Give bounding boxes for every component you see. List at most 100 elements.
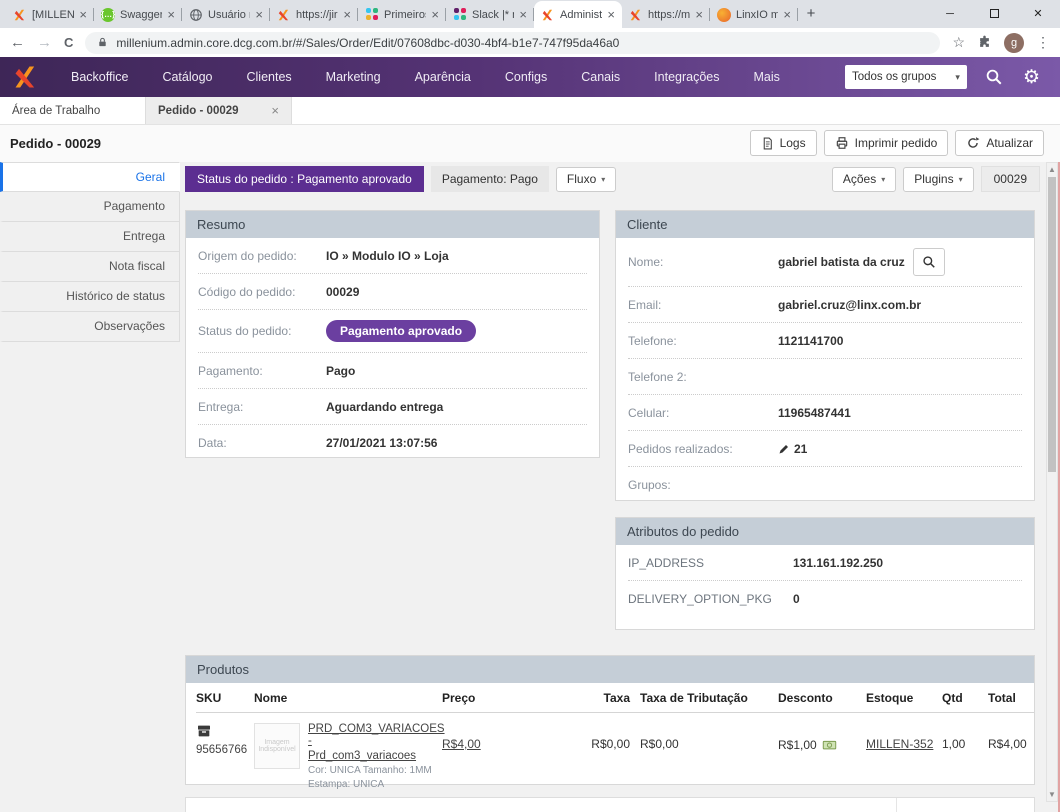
window-minimize-button[interactable]: ─ (946, 8, 954, 20)
tab-close-icon[interactable]: × (783, 7, 791, 22)
nav-item-aparencia[interactable]: Aparência (414, 70, 471, 84)
tab-close-icon[interactable]: × (343, 7, 351, 22)
content-area: Geral Pagamento Entrega Nota fiscal Hist… (0, 162, 1060, 812)
search-button[interactable] (985, 68, 1003, 86)
window-close-button[interactable]: ✕ (1033, 8, 1043, 20)
tab-close-icon[interactable]: × (167, 7, 175, 22)
sidebar-item-nota-fiscal[interactable]: Nota fiscal (0, 252, 180, 282)
field-row-telefone2: Telefone 2: (628, 359, 1022, 395)
acoes-button[interactable]: Ações ▾ (831, 166, 897, 192)
tab-close-icon[interactable]: × (255, 7, 263, 22)
browser-tab-label: Primeiros (384, 8, 427, 21)
field-label: Pedidos realizados: (628, 441, 733, 456)
linx-logo-icon[interactable] (12, 63, 40, 91)
workspace-tab-area-de-trabalho[interactable]: Área de Trabalho (0, 97, 146, 124)
money-icon (822, 737, 837, 752)
profile-avatar[interactable]: g (1004, 32, 1024, 53)
back-icon[interactable]: ← (10, 34, 25, 51)
orders-count-link[interactable]: 21 (778, 442, 807, 456)
refresh-button[interactable]: Atualizar (955, 130, 1044, 156)
vertical-scrollbar[interactable]: ▲ ▼ (1046, 162, 1058, 802)
field-row-entrega: Entrega: Aguardando entrega (198, 389, 587, 425)
tab-close-icon[interactable]: × (607, 7, 615, 22)
linx-flame-icon (541, 8, 555, 22)
payment-status-badge: Pagamento: Pago (430, 166, 549, 192)
resumo-panel: Resumo Origem do pedido: IO » Modulo IO … (185, 210, 600, 458)
sidebar-item-entrega[interactable]: Entrega (0, 222, 180, 252)
product-total: R$4,00 (988, 737, 1027, 751)
close-icon[interactable]: × (271, 103, 279, 118)
field-label: DELIVERY_OPTION_PKG (628, 592, 772, 606)
print-button-label: Imprimir pedido (854, 136, 938, 150)
browser-tab-linxio[interactable]: LinxIO m × (710, 1, 798, 28)
field-label: Email: (628, 297, 662, 312)
browser-tab-slack[interactable]: Slack |* n × (446, 1, 534, 28)
nav-item-catalogo[interactable]: Catálogo (162, 70, 213, 84)
nav-item-integracoes[interactable]: Integrações (654, 70, 720, 84)
nav-item-mais[interactable]: Mais (753, 70, 780, 84)
nav-item-marketing[interactable]: Marketing (325, 70, 381, 84)
scroll-down-icon[interactable]: ▼ (1048, 790, 1056, 799)
browser-tab-usuario[interactable]: Usuário n × (182, 1, 270, 28)
fluxo-button[interactable]: Fluxo ▾ (555, 166, 617, 192)
browser-menu-icon[interactable]: ⋮ (1036, 34, 1050, 50)
atributos-panel: Atributos do pedido IP_ADDRESS 131.161.1… (615, 517, 1035, 630)
product-variant-info2: Estampa: UNICA (308, 779, 385, 790)
tab-close-icon[interactable]: × (519, 7, 527, 22)
chevron-down-icon: ▾ (601, 174, 606, 184)
sidebar-item-historico-de-status[interactable]: Histórico de status (0, 282, 180, 312)
scrollbar-thumb[interactable] (1048, 177, 1056, 472)
order-code-box: 00029 (980, 166, 1040, 192)
browser-tab-administ-active[interactable]: Administr × (534, 1, 622, 28)
product-price-link[interactable]: R$4,00 (442, 737, 481, 751)
field-row-delivery-option: DELIVERY_OPTION_PKG 0 (628, 581, 1022, 617)
tab-close-icon[interactable]: × (79, 7, 87, 22)
nav-item-configs[interactable]: Configs (504, 70, 548, 84)
gear-icon: ⚙ (1022, 66, 1040, 88)
col-nome: Nome (254, 683, 442, 713)
browser-tab-swagger[interactable]: {…} Swagger U × (94, 1, 182, 28)
sidebar-item-observacoes[interactable]: Observações (0, 312, 180, 342)
workspace-tab-pedido[interactable]: Pedido - 00029 × (146, 97, 292, 124)
product-variant-link[interactable]: Prd_com3_variacoes (308, 750, 417, 762)
product-stock-link[interactable]: MILLEN-352 (866, 737, 934, 751)
new-tab-button[interactable]: + (806, 5, 816, 22)
sidebar-item-geral[interactable]: Geral (0, 162, 180, 192)
tab-close-icon[interactable]: × (431, 7, 439, 22)
browser-tab-millenium[interactable]: https://m × (622, 1, 710, 28)
extensions-puzzle-icon[interactable] (977, 35, 992, 50)
bookmark-star-icon[interactable]: ☆ (952, 34, 965, 50)
settings-button[interactable]: ⚙ (1023, 66, 1040, 89)
reload-icon[interactable]: C (64, 35, 74, 50)
customer-search-button[interactable] (912, 248, 945, 276)
logs-button[interactable]: Logs (749, 130, 817, 156)
tab-close-icon[interactable]: × (695, 7, 703, 22)
slack-icon (453, 7, 467, 22)
browser-tab-jira[interactable]: https://jir × (270, 1, 358, 28)
field-label: IP_ADDRESS (628, 555, 705, 570)
restore-icon (989, 9, 999, 18)
address-bar[interactable]: millenium.admin.core.dcg.com.br/#/Sales/… (85, 31, 941, 54)
nav-item-canais[interactable]: Canais (581, 70, 621, 84)
browser-tab-primeiros[interactable]: Primeiros × (358, 1, 446, 28)
nav-item-clientes[interactable]: Clientes (246, 70, 292, 84)
plugins-button[interactable]: Plugins ▾ (903, 166, 974, 192)
divider (896, 798, 897, 812)
field-row-grupos: Grupos: (628, 467, 1022, 503)
forward-icon[interactable]: → (37, 34, 52, 51)
resumo-panel-title: Resumo (186, 211, 599, 238)
product-name-link[interactable]: PRD_COM3_VARIACOES - (308, 723, 445, 747)
sidebar-item-pagamento[interactable]: Pagamento (0, 192, 180, 222)
browser-tab-millen[interactable]: [MILLEN- × (6, 1, 94, 28)
nav-item-backoffice[interactable]: Backoffice (71, 70, 129, 84)
window-restore-button[interactable] (972, 0, 1016, 28)
group-select[interactable]: Todos os grupos ▾ (844, 65, 967, 89)
field-value: IO » Modulo IO » Loja (326, 248, 449, 263)
print-order-button[interactable]: Imprimir pedido (823, 130, 949, 156)
linx-flame-icon (13, 8, 27, 22)
field-row-telefone: Telefone: 1121141700 (628, 323, 1022, 359)
scroll-up-icon[interactable]: ▲ (1048, 165, 1056, 174)
col-desconto: Desconto (778, 683, 866, 713)
field-row-nome: Nome: gabriel batista da cruz (628, 238, 1022, 287)
group-select-value: Todos os grupos (851, 71, 937, 83)
